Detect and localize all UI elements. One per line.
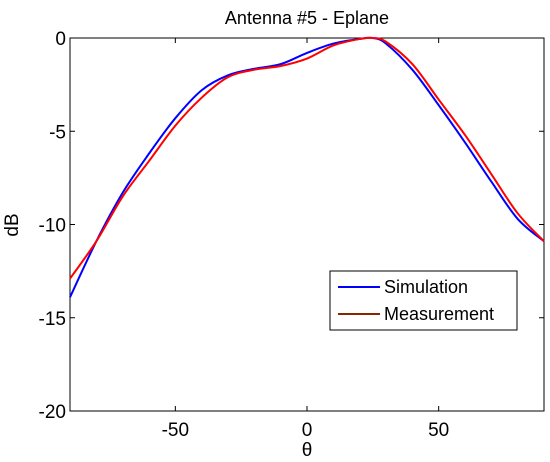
x-tick-label: 0	[302, 420, 313, 441]
x-tick-label: -50	[162, 420, 189, 441]
chart-title: Antenna #5 - Eplane	[225, 8, 389, 28]
y-tick-label: 0	[55, 29, 66, 50]
x-axis-title: θ	[302, 440, 313, 461]
y-tick-label: -10	[39, 216, 66, 237]
plot-frame	[69, 37, 545, 412]
y-tick-label: -20	[39, 402, 66, 423]
y-tick-label: -15	[39, 309, 66, 330]
series-layer	[69, 36, 545, 298]
legend-label-measurement: Measurement	[384, 304, 494, 324]
x-tick-label: 50	[428, 420, 449, 441]
series-line-simulation	[69, 36, 545, 298]
axis-ticks: -50 0 50 0 -5 -10 -15 -20	[39, 29, 544, 441]
y-tick-label: -5	[49, 122, 66, 143]
legend: Simulation Measurement	[329, 270, 518, 331]
legend-label-simulation: Simulation	[384, 277, 468, 297]
y-axis-title: dB	[2, 213, 23, 236]
series-line-measurement	[69, 36, 545, 280]
legend-box	[329, 270, 518, 331]
